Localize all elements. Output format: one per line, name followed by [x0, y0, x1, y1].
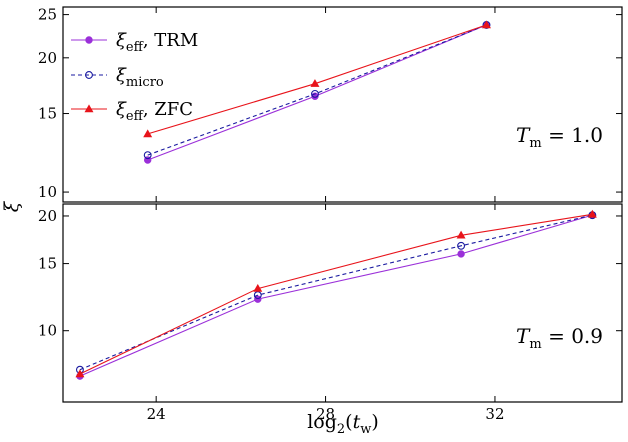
data-point [311, 89, 319, 98]
data-point [75, 369, 85, 378]
data-point [84, 104, 94, 113]
data-point [85, 71, 93, 79]
data-point [85, 36, 93, 44]
data-point [587, 209, 597, 218]
data-point [143, 129, 153, 138]
data-point [457, 241, 466, 250]
legend-label: ξeff, TRM [116, 30, 198, 55]
panel-annotation: Tm = 0.9 [516, 324, 603, 352]
legend-label: ξmicro [116, 65, 164, 90]
series-line [147, 24, 487, 135]
data-point [253, 283, 263, 292]
y-axis-title: ξ [1, 200, 23, 212]
plot-frame-bottom [62, 203, 623, 403]
y-tick-label: 10 [38, 183, 57, 201]
series-line [147, 24, 487, 156]
plot-frame-top [62, 6, 623, 203]
x-axis-title: log2(tw) [307, 411, 379, 437]
x-tick-label: 24 [147, 405, 166, 423]
legend-label: ξeff, ZFC [116, 99, 193, 124]
y-tick-label: 20 [38, 207, 57, 225]
data-point [143, 151, 152, 160]
series-line [79, 213, 593, 375]
data-point [456, 230, 466, 239]
series-line [79, 214, 593, 377]
x-tick-label: 32 [485, 405, 504, 423]
data-point [481, 20, 491, 29]
y-tick-label: 20 [38, 49, 57, 67]
data-point [310, 79, 320, 87]
y-tick-label: 15 [38, 105, 57, 123]
y-tick-label: 25 [38, 6, 57, 24]
data-point [254, 295, 262, 303]
series-line [79, 214, 593, 371]
y-tick-label: 10 [38, 322, 57, 340]
panel-annotation: Tm = 1.0 [516, 123, 603, 151]
y-tick-label: 15 [38, 255, 57, 273]
data-point [457, 250, 465, 258]
x-tick-label: 28 [316, 405, 335, 423]
